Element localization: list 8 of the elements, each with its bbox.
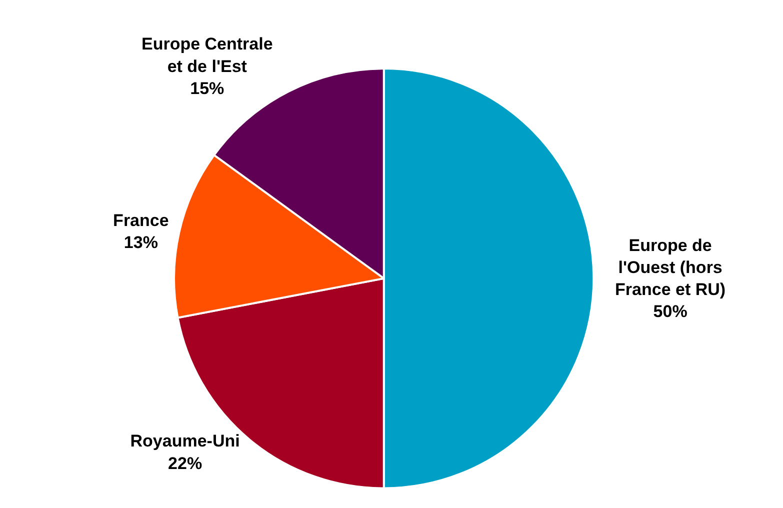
data-label: 50% (653, 302, 688, 322)
slice-label: Royaume-Uni (130, 432, 240, 451)
slice-label: Europe Centrale et de l'Est (141, 34, 273, 76)
slice-label: France (113, 211, 169, 230)
data-label: 13% (124, 233, 158, 252)
data-label: 22% (168, 454, 202, 473)
data-label: 15% (190, 78, 224, 98)
slice-label: Europe de l'Ouest (hors France et RU) (615, 236, 726, 299)
